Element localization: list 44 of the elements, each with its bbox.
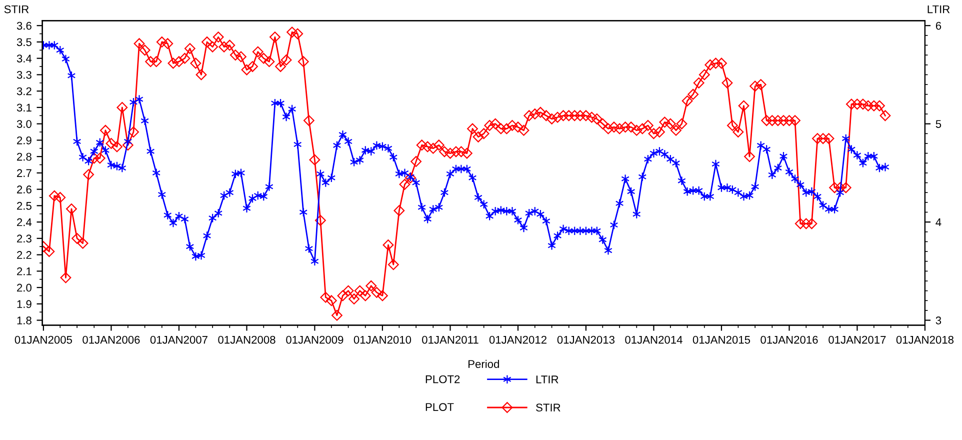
y2-tick-label: 3 — [936, 316, 942, 324]
y-tick-label: 3.2 — [16, 87, 32, 96]
x-tick-label: 01JAN2011 — [422, 336, 478, 344]
x-tick-label: 01JAN2006 — [82, 336, 140, 344]
y-tick-label: 2.5 — [17, 202, 32, 210]
x-tick-label: 01JAN2010 — [354, 336, 412, 344]
text: PLOT2 — [426, 375, 460, 384]
y-tick-label: 1.9 — [17, 300, 32, 308]
y-tick-label: 3.4 — [16, 54, 32, 62]
y2-tick-label: 6 — [936, 22, 942, 30]
x-tick-label: 01JAN2018 — [896, 336, 954, 344]
y-tick-label: 2.2 — [17, 251, 32, 259]
y-tick-label: 3.5 — [16, 38, 32, 46]
x-tick-label: 01JAN2005 — [14, 336, 72, 344]
y-tick-label: 2.6 — [17, 186, 32, 194]
text: PLOT — [426, 403, 454, 411]
x-tick-label: 01JAN2007 — [150, 336, 208, 344]
x-axis-title: Period — [468, 360, 499, 368]
x-tick-label: 01JAN2014 — [625, 336, 682, 344]
x-tick-label: 01JAN2008 — [218, 336, 276, 344]
y2-tick-label: 5 — [936, 120, 942, 128]
y-axis-title: STIR — [4, 5, 29, 14]
y-tick-label: 2.8 — [17, 152, 32, 161]
y2-tick-label: 4 — [936, 218, 942, 226]
y-tick-label: 3.3 — [16, 70, 32, 79]
y-tick-label: 2.1 — [17, 267, 32, 276]
y-tick-label: 1.8 — [17, 316, 32, 324]
legend-label: LTIR — [536, 376, 558, 384]
y-tick-label: 2.7 — [17, 169, 32, 177]
x-tick-label: 01JAN2013 — [557, 336, 614, 344]
y2-axis-title: LTIR — [928, 5, 950, 14]
y-tick-label: 3.6 — [16, 22, 32, 30]
x-tick-label: 01JAN2015 — [692, 336, 750, 344]
y-tick-label: 3.0 — [16, 120, 32, 128]
y-tick-label: 2.4 — [17, 218, 32, 226]
y-tick-label: 3.1 — [16, 104, 32, 112]
y-tick-label: 2.3 — [17, 234, 32, 243]
x-tick-label: 01JAN2012 — [489, 336, 546, 344]
x-tick-label: 01JAN2016 — [760, 336, 818, 344]
y-tick-label: 2.0 — [17, 284, 32, 292]
legend-label: STIR — [536, 404, 560, 412]
x-tick-label: 01JAN2017 — [828, 336, 886, 344]
y-tick-label: 2.9 — [17, 136, 32, 144]
x-tick-label: 01JAN2009 — [286, 336, 344, 344]
